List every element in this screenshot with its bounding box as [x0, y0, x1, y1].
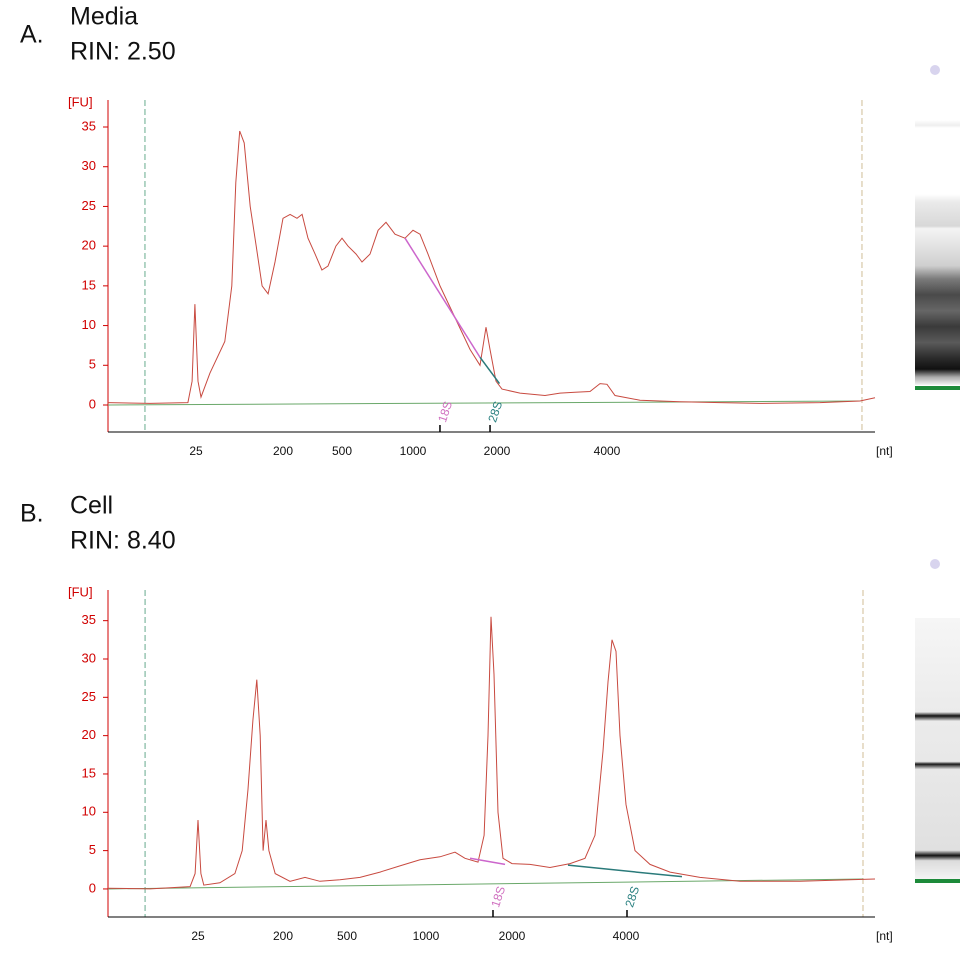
- y-tick-label: 20: [82, 727, 96, 742]
- chart-title: Media: [70, 3, 138, 31]
- y-tick-label: 5: [89, 357, 96, 372]
- trace: [107, 616, 876, 890]
- gel-marker: [915, 386, 960, 390]
- x-tick-label: 2000: [484, 444, 511, 458]
- baseline: [107, 400, 860, 406]
- lane-dot: [930, 65, 940, 75]
- y-tick-label: 10: [82, 804, 96, 819]
- x-tick-label: 2000: [499, 929, 526, 943]
- lane-dot: [930, 559, 940, 569]
- integration-line: [469, 857, 506, 866]
- x-axis-label: [nt]: [876, 444, 893, 458]
- integration-line: [479, 356, 501, 384]
- y-tick-label: 25: [82, 198, 96, 213]
- y-tick-label: 35: [82, 612, 96, 627]
- y-tick-label: 0: [89, 396, 96, 411]
- y-tick-label: 15: [82, 277, 96, 292]
- chart-title: Cell: [70, 492, 113, 520]
- x-axis-label: [nt]: [876, 929, 893, 943]
- x-tick-label: 4000: [594, 444, 621, 458]
- x-tick-label: 4000: [613, 929, 640, 943]
- panel-label: B.: [20, 500, 44, 528]
- x-tick-label: 200: [273, 929, 293, 943]
- x-tick-label: 1000: [400, 444, 427, 458]
- y-tick-label: 25: [82, 689, 96, 704]
- gel-lane: [915, 120, 960, 385]
- x-tick-label: 1000: [413, 929, 440, 943]
- marker-label: 18S: [488, 884, 508, 909]
- x-tick-label: 25: [189, 444, 203, 458]
- integration-line: [567, 864, 683, 878]
- y-tick-label: 10: [82, 317, 96, 332]
- y-tick-label: 30: [82, 650, 96, 665]
- panel-label: A.: [20, 21, 44, 49]
- gel-lane: [915, 618, 960, 879]
- y-axis-label: [FU]: [68, 94, 93, 109]
- x-tick-label: 25: [191, 929, 205, 943]
- x-tick-label: 500: [332, 444, 352, 458]
- marker-label: 18S: [435, 399, 455, 424]
- integration-line: [404, 237, 481, 358]
- y-tick-label: 0: [89, 880, 96, 895]
- gel-marker: [915, 879, 960, 883]
- marker-label: 28S: [485, 399, 505, 424]
- y-tick-label: 35: [82, 118, 96, 133]
- y-tick-label: 20: [82, 238, 96, 253]
- y-tick-label: 5: [89, 842, 96, 857]
- chart-subtitle: RIN: 2.50: [70, 38, 176, 66]
- trace: [107, 130, 876, 404]
- y-tick-label: 15: [82, 765, 96, 780]
- x-tick-label: 500: [337, 929, 357, 943]
- baseline: [107, 878, 864, 890]
- marker-label: 28S: [622, 884, 642, 909]
- chart-subtitle: RIN: 8.40: [70, 527, 176, 555]
- x-tick-label: 200: [273, 444, 293, 458]
- y-tick-label: 30: [82, 158, 96, 173]
- y-axis-label: [FU]: [68, 584, 93, 599]
